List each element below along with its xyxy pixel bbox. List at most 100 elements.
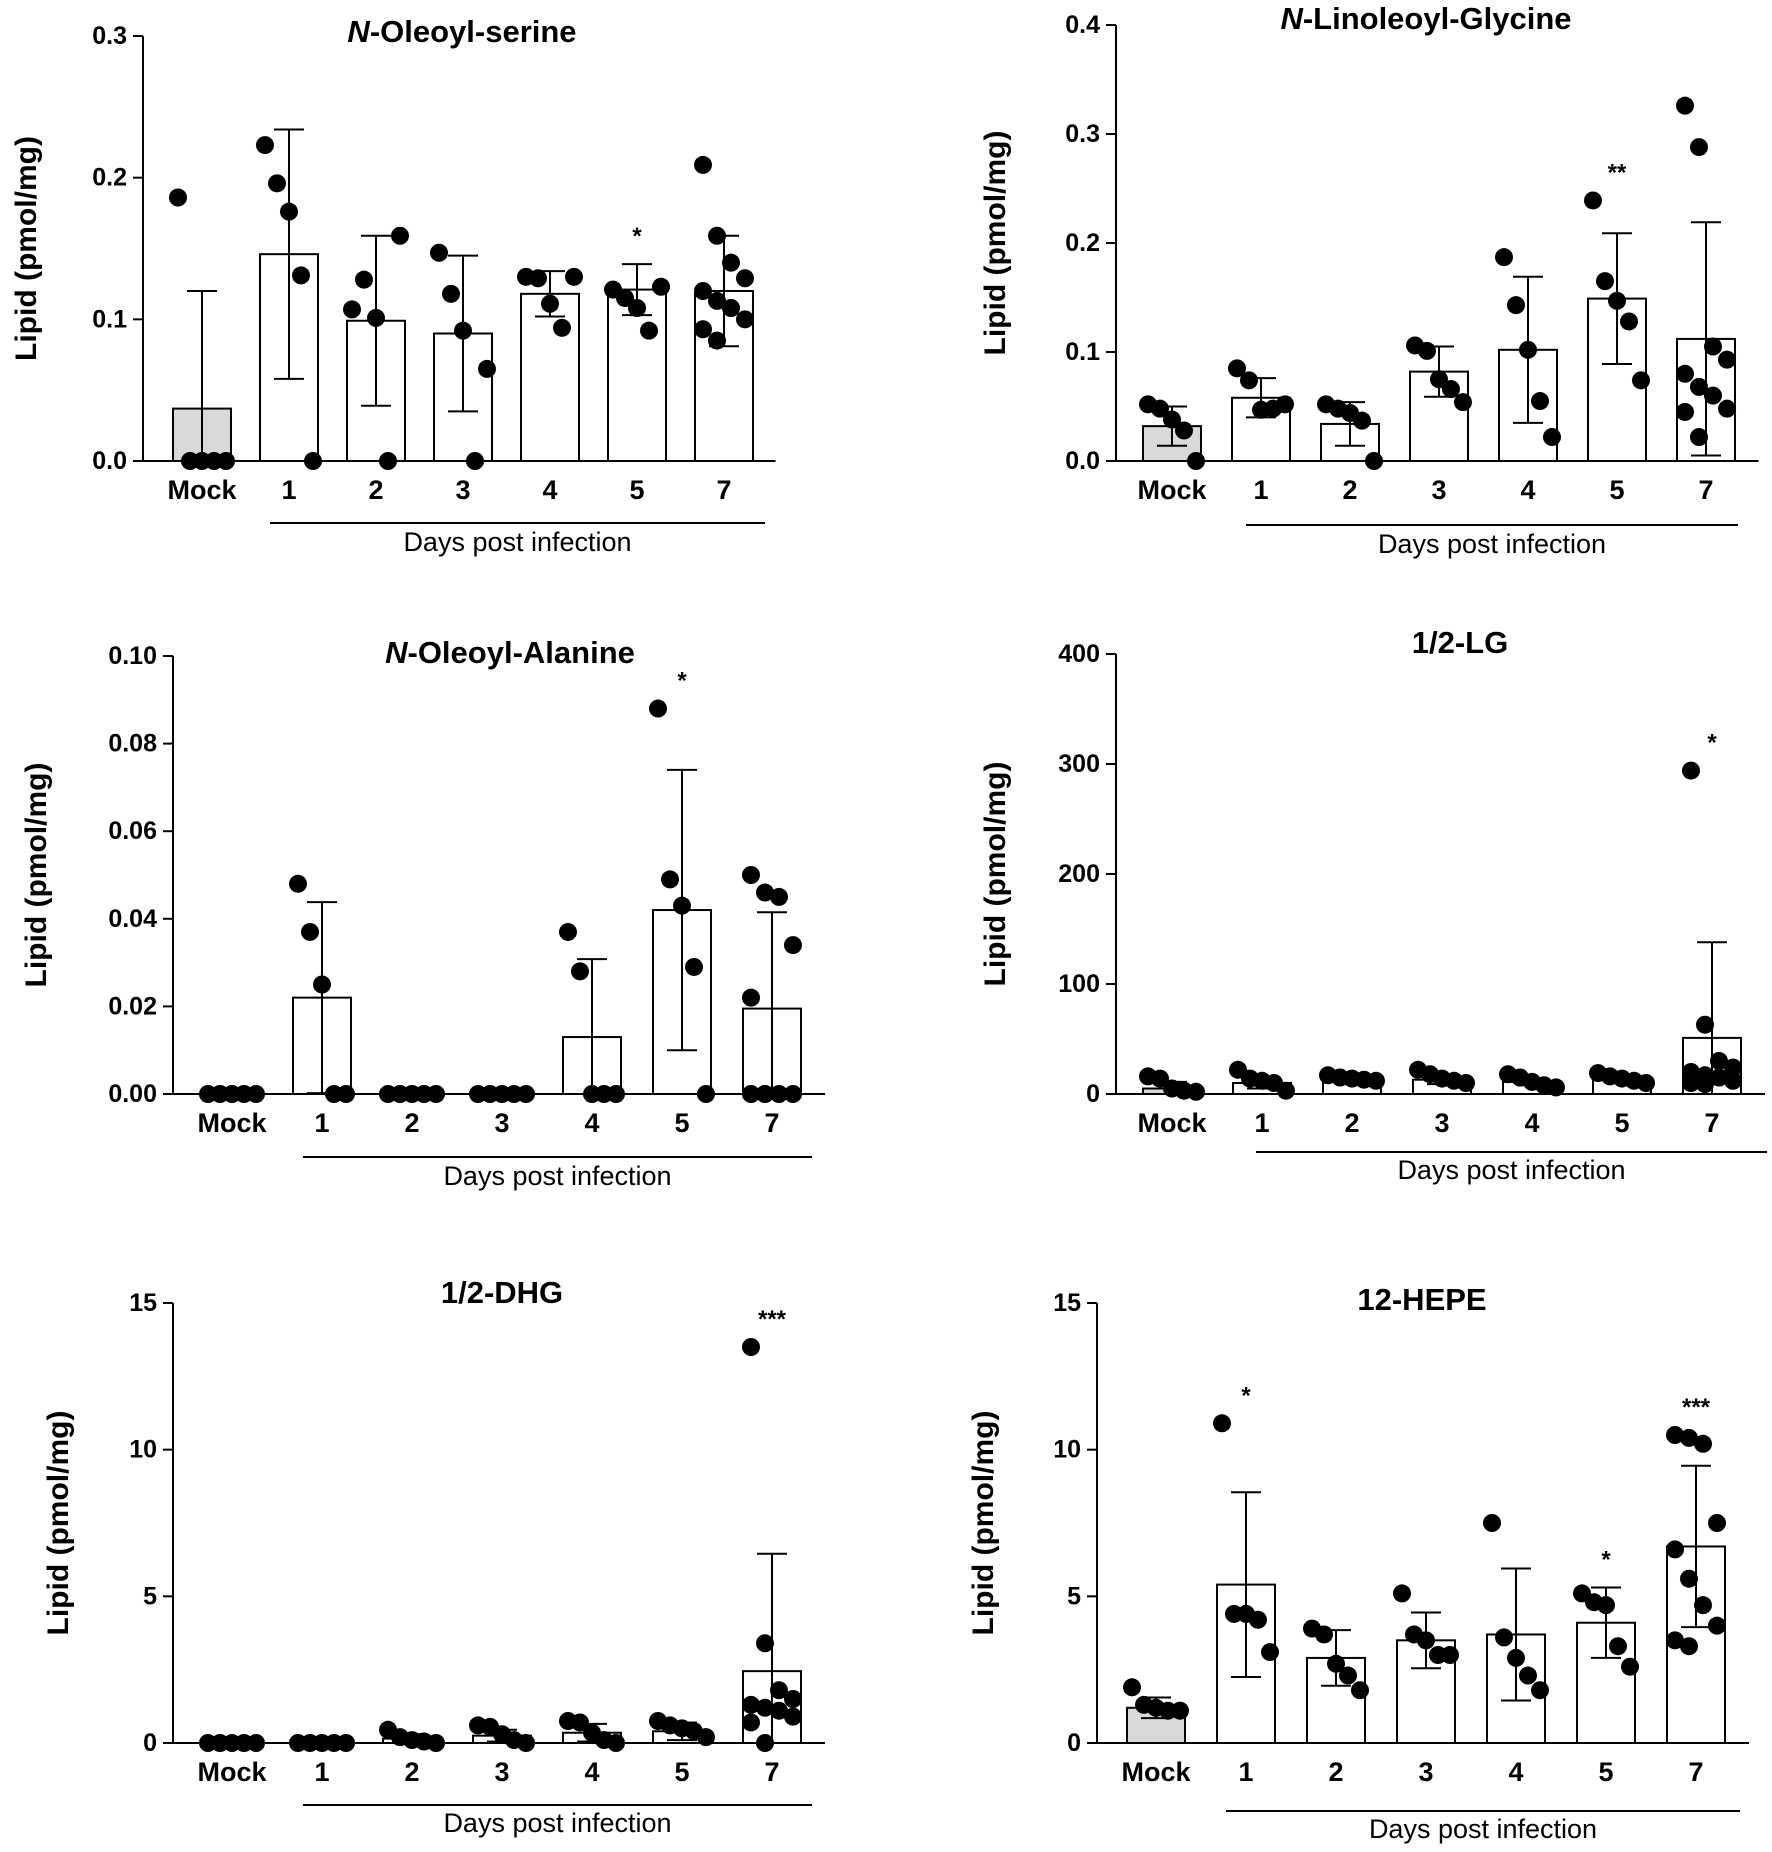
data-point <box>722 253 740 272</box>
y-tick-label: 0 <box>1067 1729 1081 1757</box>
data-point <box>1495 1628 1513 1647</box>
x-category-label: 7 <box>1704 1108 1719 1138</box>
data-point <box>1213 1414 1231 1433</box>
data-point <box>1393 1584 1411 1603</box>
significance-mark: * <box>677 668 687 695</box>
data-point <box>337 1734 355 1752</box>
x-axis-label: Days post infection <box>1397 1155 1625 1185</box>
data-point <box>652 277 670 296</box>
x-category-label: 7 <box>1698 475 1713 505</box>
bar-5 <box>607 288 667 463</box>
x-category-label: 5 <box>674 1757 689 1787</box>
x-axis-label: Days post infection <box>403 527 631 557</box>
y-axis-label: Lipid (pmol/mg) <box>42 1411 75 1636</box>
data-point <box>247 1085 265 1103</box>
data-point <box>169 188 187 207</box>
y-tick-label: 0.0 <box>92 447 127 475</box>
x-category-label: 3 <box>1431 475 1446 505</box>
data-point <box>1417 1631 1435 1650</box>
data-point <box>1666 1426 1684 1444</box>
data-point <box>571 962 589 981</box>
data-point <box>1327 1654 1345 1673</box>
data-point <box>708 291 726 310</box>
chart-title-rest: -Oleoyl-serine <box>370 14 577 49</box>
x-category-label: 4 <box>542 475 557 505</box>
x-category-label: 3 <box>455 475 470 505</box>
x-category-label: 2 <box>1344 1108 1359 1138</box>
significance-mark: * <box>632 223 642 250</box>
data-point <box>1454 393 1472 412</box>
data-point <box>1365 452 1383 470</box>
data-point <box>722 299 740 317</box>
chart-title: N-Linoleoyl-Glycine <box>1280 1 1571 36</box>
data-point <box>1597 1596 1615 1615</box>
data-point <box>1351 1681 1369 1700</box>
data-point <box>1187 1082 1205 1101</box>
chart-title-italic: N <box>385 635 408 670</box>
chart-panel-p1: N-Oleoyl-serine Lipid (pmol/mg) 0.0 0.1 0.2 0… <box>10 14 776 557</box>
data-point <box>1718 350 1736 369</box>
data-point <box>301 922 319 941</box>
significance-mark: *** <box>1682 1394 1711 1421</box>
x-axis-label: Days post infection <box>443 1808 671 1838</box>
chart-title-rest: -Oleoyl-Alanine <box>408 635 635 670</box>
data-point <box>1596 272 1614 291</box>
x-category-label: 5 <box>1598 1757 1613 1787</box>
data-point <box>1696 1075 1714 1094</box>
data-point <box>1704 337 1722 356</box>
data-point <box>1276 395 1294 414</box>
y-tick-label: 5 <box>143 1582 157 1610</box>
data-point <box>673 896 691 915</box>
data-point <box>1690 377 1708 396</box>
chart-panel-p4: 1/2-LG Lipid (pmol/mg) 0 100 200 300 400 Mock 1 2… <box>979 625 1767 1185</box>
data-point <box>756 1698 774 1717</box>
y-tick-label: 15 <box>129 1289 157 1317</box>
y-axis-label: Lipid (pmol/mg) <box>979 131 1012 356</box>
y-tick-label: 0.2 <box>1065 229 1100 257</box>
x-category-label: Mock <box>1137 1108 1207 1138</box>
data-point <box>1620 312 1638 331</box>
data-point <box>736 269 754 288</box>
data-point <box>1543 428 1561 447</box>
significance-mark: * <box>1601 1547 1611 1574</box>
chart-title: 12-HEPE <box>1357 1282 1486 1317</box>
data-point <box>466 452 484 470</box>
data-point <box>427 1734 445 1752</box>
data-point <box>1457 1074 1475 1092</box>
data-point <box>756 1734 774 1752</box>
data-point <box>517 1085 535 1103</box>
data-point <box>541 294 559 313</box>
data-point <box>697 1085 715 1103</box>
x-category-label: 1 <box>1254 1108 1269 1138</box>
data-point <box>661 870 679 889</box>
data-point <box>1724 1058 1742 1077</box>
chart-panel-p3: N-Oleoyl-Alanine Lipid (pmol/mg) 0.00 0.02 0… <box>20 635 825 1191</box>
x-category-label: 1 <box>314 1757 329 1787</box>
data-point <box>553 318 571 337</box>
data-point <box>367 308 385 327</box>
x-category-label: 1 <box>314 1108 329 1138</box>
y-axis-label: Lipid (pmol/mg) <box>967 1411 1000 1636</box>
x-category-label: 1 <box>281 475 296 505</box>
data-point <box>1694 1596 1712 1615</box>
chart-title: 1/2-LG <box>1412 625 1508 660</box>
chart-title: 1/2-DHG <box>441 1275 563 1310</box>
chart-title-italic: N <box>1280 1 1303 36</box>
data-point <box>355 270 373 289</box>
data-point <box>1353 411 1371 430</box>
data-point <box>1637 1074 1655 1092</box>
data-point <box>756 1085 774 1103</box>
data-point <box>217 452 235 470</box>
y-tick-label: 0.02 <box>108 992 157 1020</box>
data-point <box>292 266 310 285</box>
data-point <box>1163 410 1181 429</box>
data-point <box>742 1338 760 1356</box>
data-point <box>1277 1081 1295 1100</box>
data-point <box>1690 138 1708 157</box>
data-point <box>1632 371 1650 390</box>
y-tick-label: 10 <box>129 1436 157 1464</box>
data-point <box>756 883 774 902</box>
data-point <box>616 289 634 308</box>
data-point <box>1704 386 1722 405</box>
x-category-label: 4 <box>584 1108 599 1138</box>
